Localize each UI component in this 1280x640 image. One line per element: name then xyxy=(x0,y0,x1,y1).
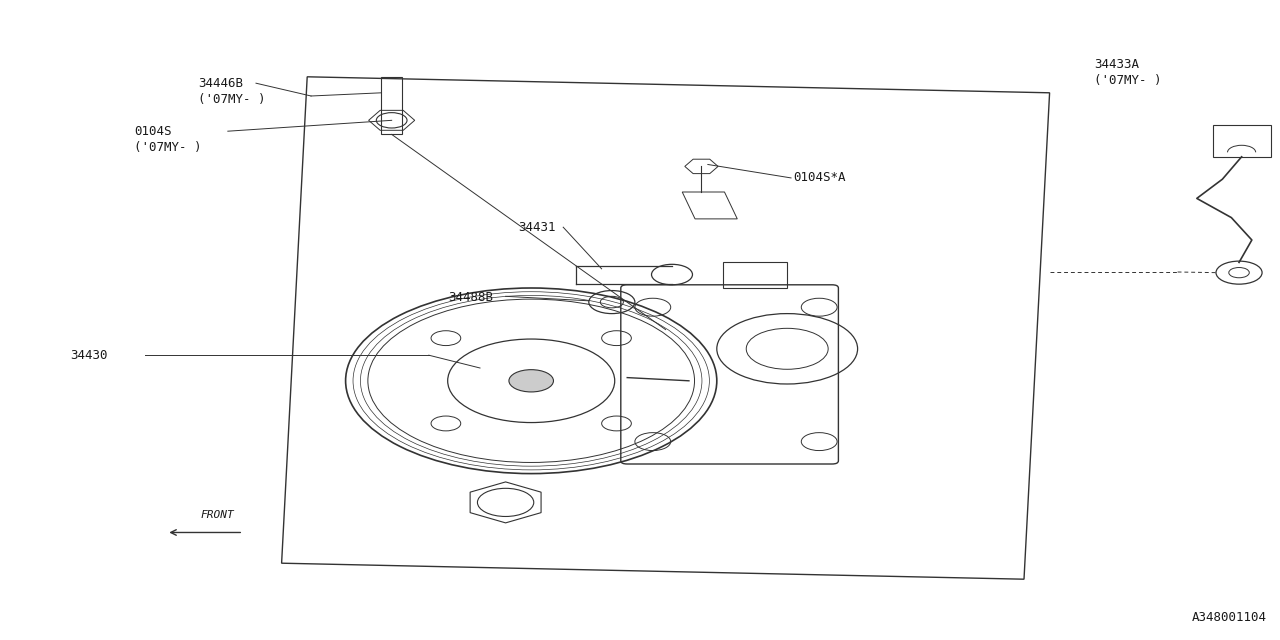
Text: A348001104: A348001104 xyxy=(1192,611,1267,624)
Text: 34446B: 34446B xyxy=(198,77,243,90)
Text: ('07MY- ): ('07MY- ) xyxy=(198,93,266,106)
Text: 34433A: 34433A xyxy=(1094,58,1139,70)
Text: 0104S*A: 0104S*A xyxy=(794,172,846,184)
Text: 34488B: 34488B xyxy=(448,291,493,304)
Circle shape xyxy=(509,370,553,392)
Text: ('07MY- ): ('07MY- ) xyxy=(1094,74,1162,86)
Text: 34430: 34430 xyxy=(70,349,108,362)
Text: 34431: 34431 xyxy=(518,221,556,234)
Text: ('07MY- ): ('07MY- ) xyxy=(134,141,202,154)
Text: FRONT: FRONT xyxy=(201,509,234,520)
Text: 0104S: 0104S xyxy=(134,125,172,138)
